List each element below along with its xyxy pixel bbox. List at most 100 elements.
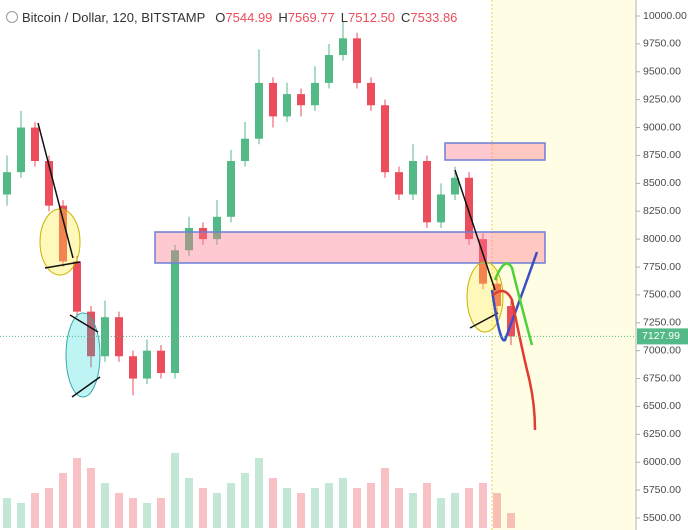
ohlc-value: 7569.77 [287, 10, 335, 25]
legend-header: Bitcoin / Dollar, 120, BITSTAMP O7544.99 H… [6, 10, 463, 25]
candle-body [171, 250, 179, 373]
candle-body [115, 317, 123, 357]
ohlc-value: 7533.86 [410, 10, 458, 25]
projection-curve [493, 262, 534, 346]
volume-layer [3, 453, 515, 528]
ohlc-key: L [340, 10, 349, 25]
volume-bar [311, 488, 319, 528]
volume-bar [101, 483, 109, 528]
price-axis: 5500.00 5750.00 6000.00 6250.00 6500.00 6750.… [0, 10, 688, 524]
ellipse [65, 312, 101, 398]
volume-bar [381, 468, 389, 528]
volume-bar [255, 458, 263, 528]
y-tick-label: 6750.00 [643, 372, 681, 384]
future-zone [492, 0, 636, 530]
y-tick-label: 6000.00 [643, 456, 681, 468]
candle-body [59, 205, 67, 262]
volume-bar [213, 493, 221, 528]
volume-bar [115, 493, 123, 528]
volume-bar [129, 498, 137, 528]
volume-bar [269, 478, 277, 528]
volume-bar [73, 458, 81, 528]
volume-bar [367, 483, 375, 528]
last-price-label: 7127.99 [642, 330, 680, 342]
y-tick-label: 9500.00 [643, 66, 681, 78]
candle-body [367, 82, 375, 106]
candle-body [395, 172, 403, 195]
candle-body [157, 350, 165, 373]
volume-bar [325, 483, 333, 528]
y-tick-label: 7750.00 [643, 261, 681, 273]
volume-bar [45, 488, 53, 528]
projection-curve [490, 251, 539, 342]
volume-bar [185, 478, 193, 528]
candle-body [269, 82, 277, 117]
candle-body [423, 161, 431, 223]
volume-bar [353, 488, 361, 528]
candle-body [73, 261, 81, 312]
candle-body [255, 82, 263, 139]
y-tick-label: 9250.00 [643, 93, 681, 105]
y-tick-label: 8750.00 [643, 149, 681, 161]
y-tick-label: 7500.00 [643, 289, 681, 301]
volume-bar [241, 473, 249, 528]
y-tick-label: 9750.00 [643, 38, 681, 50]
volume-bar [283, 488, 291, 528]
last-price-box [637, 328, 688, 345]
symbol: Bitcoin / Dollar, 120, BITSTAMP [22, 10, 206, 25]
candle-body [283, 94, 291, 117]
candle-body [311, 82, 319, 106]
candle-body [185, 227, 193, 251]
candle-body [493, 283, 501, 307]
candle-body [129, 356, 137, 379]
candle-body [3, 172, 11, 195]
candle-body [45, 161, 53, 206]
candle-body [409, 161, 417, 195]
zone-rect [444, 142, 546, 161]
candle-body [143, 350, 151, 379]
candle-body [451, 177, 459, 195]
volume-bar [395, 488, 403, 528]
ohlc-value: 7512.50 [348, 10, 396, 25]
candle-body [339, 38, 347, 56]
volume-bar [437, 498, 445, 528]
candle-body [87, 311, 95, 357]
volume-bar [17, 503, 25, 528]
candle-body [241, 138, 249, 162]
volume-bar [157, 498, 165, 528]
y-tick-label: 10000.00 [643, 10, 687, 22]
volume-bar [423, 483, 431, 528]
volume-bar [31, 493, 39, 528]
candle-body [479, 239, 487, 284]
volume-bar [199, 488, 207, 528]
y-tick-label: 6250.00 [643, 428, 681, 440]
ohlc-value: 7544.99 [225, 10, 273, 25]
volume-bar [465, 488, 473, 528]
y-tick-label: 8250.00 [643, 205, 681, 217]
y-tick-label: 5750.00 [643, 484, 681, 496]
projection-curve [492, 289, 537, 431]
candle-body [17, 127, 25, 173]
y-tick-label: 8000.00 [643, 233, 681, 245]
y-tick-label: 9000.00 [643, 121, 681, 133]
candle-body [227, 161, 235, 217]
candle-body [353, 38, 361, 83]
volume-bar [409, 493, 417, 528]
ohlc-key: C [401, 10, 411, 25]
volume-bar [87, 468, 95, 528]
candle-layer [3, 21, 515, 396]
volume-bar [3, 498, 11, 528]
candle-body [199, 227, 207, 240]
volume-bar [297, 493, 305, 528]
volume-bar [227, 483, 235, 528]
candle-body [437, 194, 445, 223]
volume-bar [171, 453, 179, 528]
volume-bar [493, 493, 501, 528]
candle-body [213, 216, 221, 240]
y-tick-label: 5500.00 [643, 512, 681, 524]
candle-body [381, 105, 389, 173]
y-tick-label: 6500.00 [643, 400, 681, 412]
trend-lines [37, 122, 499, 398]
y-tick-label: 7250.00 [643, 317, 681, 329]
